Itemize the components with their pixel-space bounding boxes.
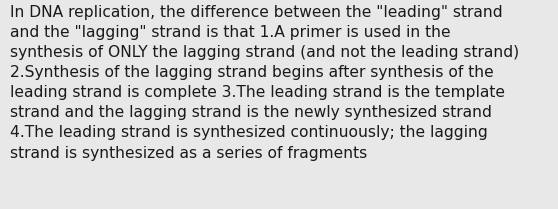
Text: In DNA replication, the difference between the "leading" strand
and the "lagging: In DNA replication, the difference betwe… bbox=[10, 5, 519, 161]
